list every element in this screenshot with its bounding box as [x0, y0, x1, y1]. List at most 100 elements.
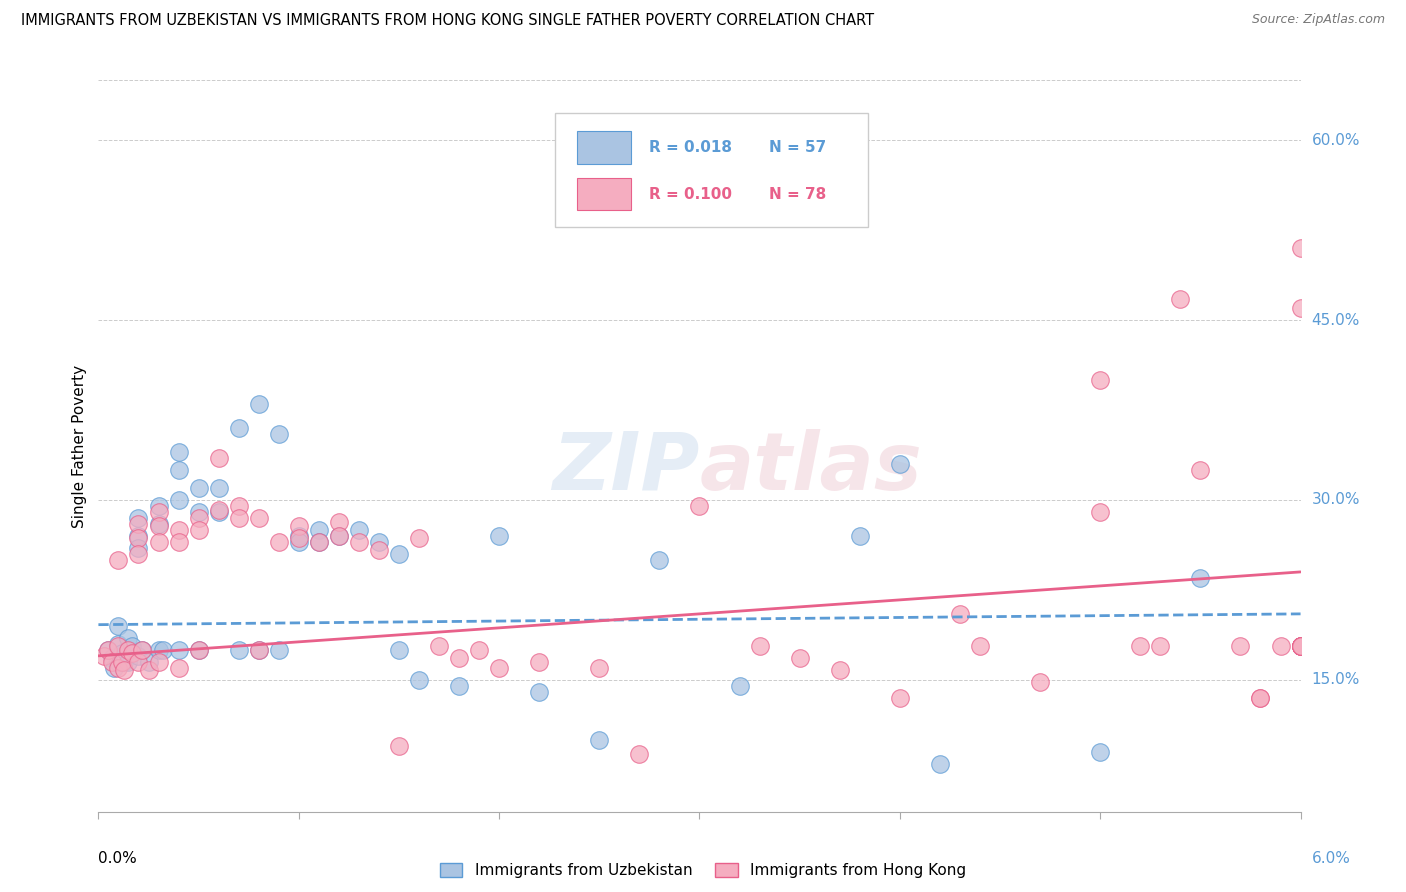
Point [1090, 373, 1112, 387]
Point [308, 535, 330, 549]
Text: 15.0%: 15.0% [1312, 673, 1360, 688]
Text: ZIP: ZIP [553, 429, 699, 507]
Point [1129, 639, 1152, 653]
Point [1170, 292, 1192, 306]
Point [408, 532, 430, 546]
Point [128, 516, 150, 531]
Point [1289, 639, 1312, 653]
Point [1289, 301, 1312, 315]
Point [117, 631, 139, 645]
Point [167, 661, 190, 675]
Point [1149, 639, 1171, 653]
Point [969, 639, 991, 653]
Legend: Immigrants from Uzbekistan, Immigrants from Hong Kong: Immigrants from Uzbekistan, Immigrants f… [433, 857, 973, 884]
Point [648, 553, 671, 567]
Point [949, 607, 972, 621]
Point [187, 481, 209, 495]
Point [328, 529, 350, 543]
Point [167, 643, 190, 657]
Point [208, 502, 231, 516]
Point [1289, 639, 1312, 653]
Point [408, 673, 430, 687]
Point [131, 643, 153, 657]
Point [529, 655, 551, 669]
Point [267, 643, 290, 657]
Point [688, 499, 710, 513]
Point [121, 639, 143, 653]
Point [1289, 639, 1312, 653]
Point [628, 747, 651, 761]
Point [148, 643, 170, 657]
Point [128, 511, 150, 525]
Point [308, 535, 330, 549]
Point [1090, 505, 1112, 519]
Point [1229, 639, 1251, 653]
Point [889, 457, 911, 471]
Point [488, 661, 510, 675]
Text: Source: ZipAtlas.com: Source: ZipAtlas.com [1251, 13, 1385, 27]
Point [228, 511, 250, 525]
Point [247, 397, 270, 411]
Point [388, 739, 411, 753]
Point [107, 553, 129, 567]
Point [228, 643, 250, 657]
Point [267, 535, 290, 549]
Point [288, 519, 311, 533]
Point [167, 535, 190, 549]
Point [849, 529, 872, 543]
Point [208, 481, 231, 495]
Point [267, 427, 290, 442]
Point [1289, 639, 1312, 653]
Point [148, 655, 170, 669]
Point [347, 535, 370, 549]
Point [828, 663, 851, 677]
Point [447, 679, 470, 693]
Point [167, 492, 190, 507]
Text: 30.0%: 30.0% [1312, 492, 1360, 508]
Point [148, 499, 170, 513]
Text: 0.0%: 0.0% [98, 851, 138, 865]
Point [468, 643, 491, 657]
Point [1289, 639, 1312, 653]
Text: IMMIGRANTS FROM UZBEKISTAN VS IMMIGRANTS FROM HONG KONG SINGLE FATHER POVERTY CO: IMMIGRANTS FROM UZBEKISTAN VS IMMIGRANTS… [21, 13, 875, 29]
Point [148, 519, 170, 533]
Text: N = 78: N = 78 [769, 186, 827, 202]
Point [107, 639, 129, 653]
Point [368, 543, 391, 558]
Text: 60.0%: 60.0% [1312, 133, 1360, 148]
Point [187, 643, 209, 657]
Point [728, 679, 751, 693]
Point [93, 648, 115, 663]
Point [117, 655, 139, 669]
Point [101, 651, 124, 665]
Point [748, 639, 770, 653]
Point [138, 655, 160, 669]
Point [148, 505, 170, 519]
Point [111, 647, 134, 661]
Point [1270, 639, 1292, 653]
Point [288, 529, 311, 543]
Point [114, 663, 136, 677]
Point [427, 639, 450, 653]
Point [1289, 241, 1312, 255]
Point [167, 523, 190, 537]
Point [187, 643, 209, 657]
Point [107, 655, 129, 669]
Point [347, 523, 370, 537]
Point [228, 421, 250, 435]
Point [1289, 639, 1312, 653]
Point [97, 643, 120, 657]
Text: 45.0%: 45.0% [1312, 312, 1360, 327]
Point [228, 499, 250, 513]
Point [288, 535, 311, 549]
Point [1189, 571, 1212, 585]
Point [447, 651, 470, 665]
Point [107, 637, 129, 651]
Text: R = 0.018: R = 0.018 [650, 140, 733, 155]
Point [128, 547, 150, 561]
Point [1189, 463, 1212, 477]
Point [148, 535, 170, 549]
Point [107, 619, 129, 633]
Point [167, 463, 190, 477]
FancyBboxPatch shape [576, 131, 631, 164]
